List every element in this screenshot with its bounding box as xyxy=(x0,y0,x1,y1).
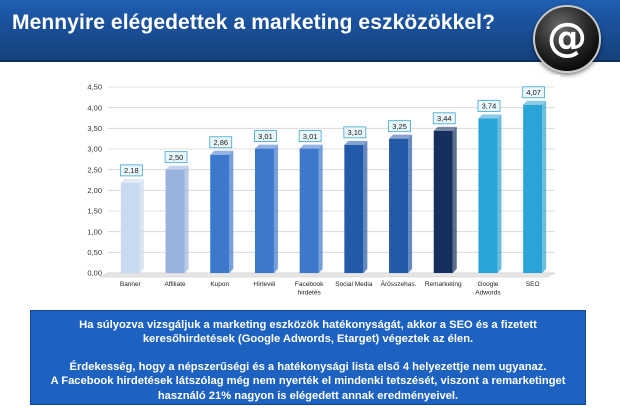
bar-side xyxy=(184,165,189,273)
bar-side xyxy=(273,144,278,273)
data-label: 3,10 xyxy=(348,128,363,137)
category-label: hirdetés xyxy=(298,290,322,297)
at-symbol: @ xyxy=(547,15,587,61)
data-label-box xyxy=(522,86,546,99)
data-label: 3,01 xyxy=(303,132,318,141)
y-tick-label: 3,00 xyxy=(87,145,102,154)
data-label-box xyxy=(388,120,411,133)
y-tick-label: 1,00 xyxy=(87,227,102,236)
data-label-box xyxy=(164,151,188,164)
bar-top xyxy=(433,126,457,131)
category-label: Adwords xyxy=(475,290,501,297)
data-label-box xyxy=(343,126,367,139)
data-label: 4,07 xyxy=(526,88,541,97)
bar xyxy=(165,169,185,273)
bar-side xyxy=(318,144,323,273)
category-label: Facebook xyxy=(295,281,324,288)
data-label: 3,25 xyxy=(392,122,407,131)
summary-line-4: A Facebook hirdetések látszólag még nem … xyxy=(50,375,566,388)
bar-side xyxy=(542,100,547,273)
summary-textbox: Ha súlyozva vizsgáljuk a marketing eszkö… xyxy=(30,310,586,405)
data-label: 3,44 xyxy=(437,114,452,123)
bar-chart: 0,00 0,50 1,00 1,50 2,00 2,50 3,00 3,50 4,00 4,50… xyxy=(87,83,556,297)
y-tick-label: 2,00 xyxy=(87,186,102,195)
bar xyxy=(389,138,409,273)
y-tick-label: 4,00 xyxy=(87,103,102,112)
bar-side xyxy=(139,178,144,273)
bar xyxy=(299,148,319,273)
bar-top xyxy=(165,165,189,170)
data-label-box xyxy=(298,130,322,142)
category-label: Affiliate xyxy=(164,281,186,288)
y-tick-label: 0,00 xyxy=(87,269,102,278)
bar-side xyxy=(229,150,234,273)
category-label: Árösszehas. xyxy=(381,279,417,288)
bar-top xyxy=(478,114,502,119)
bar-side xyxy=(497,114,502,273)
bar xyxy=(523,104,543,273)
bar-side xyxy=(408,134,413,273)
y-tick-label: 4,50 xyxy=(87,83,102,92)
bar-top xyxy=(120,178,144,183)
data-label-box xyxy=(432,112,456,125)
y-tick-label: 1,50 xyxy=(87,207,102,216)
data-label: 2,18 xyxy=(124,166,139,175)
y-tick-label: 3,50 xyxy=(87,124,102,133)
bar-side xyxy=(363,140,368,273)
chart-floor xyxy=(99,272,556,278)
bar-top xyxy=(344,140,368,145)
data-label: 2,50 xyxy=(169,153,184,162)
bar-side xyxy=(452,126,457,274)
summary-line-1: Ha súlyozva vizsgáljuk a marketing eszkö… xyxy=(79,319,537,331)
data-label-box xyxy=(209,136,233,149)
category-label: Google xyxy=(477,281,498,288)
bar xyxy=(433,130,453,273)
bar xyxy=(254,148,274,273)
bar xyxy=(120,182,140,273)
bar-top xyxy=(210,150,234,155)
bar-top xyxy=(389,134,413,139)
data-label-box xyxy=(119,164,143,177)
slide-title: Mennyire elégedettek a marketing eszközö… xyxy=(12,11,496,34)
data-label: 3,74 xyxy=(482,102,497,111)
category-label: Kupon xyxy=(210,281,229,288)
category-label: Hírlevél xyxy=(253,281,276,288)
summary-line-3: Érdekesség, hogy a népszerűségi és a hat… xyxy=(69,360,547,373)
bar xyxy=(210,154,230,273)
category-label: Remarketing xyxy=(425,281,462,288)
at-sign-icon: @ xyxy=(533,5,601,73)
data-label-box xyxy=(477,100,501,112)
bar-top xyxy=(299,144,323,149)
y-tick-label: 2,50 xyxy=(87,165,102,174)
slide-header: Mennyire elégedettek a marketing eszközö… xyxy=(0,0,620,62)
bar xyxy=(478,118,498,273)
category-label: Banner xyxy=(120,281,142,288)
bar-top xyxy=(523,100,547,105)
summary-line-5: használó 21% nagyon is elégedett annak e… xyxy=(157,389,459,402)
chart-panel: 0,00 0,50 1,00 1,50 2,00 2,50 3,00 3,50 4,00 4,50… xyxy=(60,75,560,305)
data-label-box xyxy=(254,130,277,142)
y-tick-label: 0,50 xyxy=(87,248,102,257)
category-label: SEO xyxy=(526,281,540,288)
bar xyxy=(344,144,364,273)
summary-line-2: keresőhirdetések (Google Adwords, Etarge… xyxy=(142,333,474,346)
category-label: Social Media xyxy=(335,281,373,288)
bar-top xyxy=(254,144,278,149)
data-label: 2,86 xyxy=(213,138,228,147)
data-label: 3,01 xyxy=(258,132,273,141)
